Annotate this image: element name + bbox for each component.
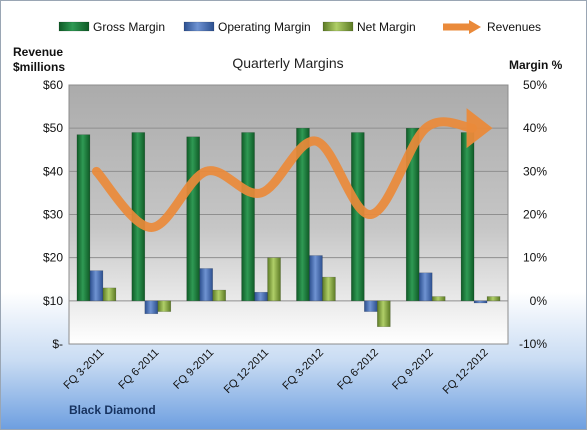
left-tick-label: $30 xyxy=(43,208,63,222)
operating-margin-bar xyxy=(200,268,213,300)
category-label: FQ 3-2012 xyxy=(280,347,326,393)
legend-label: Operating Margin xyxy=(218,20,311,34)
legend-label: Revenues xyxy=(487,20,541,34)
left-tick-label: $20 xyxy=(43,251,63,265)
operating-margin-bar xyxy=(309,256,322,301)
category-label: FQ 12-2012 xyxy=(441,347,491,397)
net-margin-bar xyxy=(268,258,281,301)
category-label: FQ 9-2012 xyxy=(390,347,436,393)
legend-swatch-arrow xyxy=(469,20,481,34)
net-margin-bar xyxy=(487,297,500,301)
left-axis-title: Revenue$millions xyxy=(13,45,65,74)
left-tick-label: $50 xyxy=(43,121,63,135)
legend-label: Gross Margin xyxy=(93,20,165,34)
left-axis-ticks: $- $10 $20 $30 $40 $50 $60 xyxy=(43,78,63,351)
legend: Gross Margin Operating Margin Net Margin Re… xyxy=(59,20,541,34)
gross-margin-bar xyxy=(77,135,90,301)
footer-label: Black Diamond xyxy=(69,403,156,417)
category-label: FQ 6-2012 xyxy=(335,347,381,393)
chart-title: Quarterly Margins xyxy=(232,55,343,71)
net-margin-bar xyxy=(322,277,335,301)
left-tick-label: $60 xyxy=(43,78,63,92)
operating-margin-bar xyxy=(474,301,487,303)
category-label: FQ 9-2011 xyxy=(171,347,216,392)
operating-margin-bar xyxy=(255,292,268,301)
net-margin-bar xyxy=(103,288,116,301)
right-tick-label: 40% xyxy=(523,121,547,135)
gross-margin-bar xyxy=(351,132,364,300)
category-label: FQ 6-2011 xyxy=(116,347,161,392)
operating-margin-bar xyxy=(364,301,377,312)
operating-margin-bar xyxy=(145,301,158,314)
right-tick-label: 10% xyxy=(523,251,547,265)
right-tick-label: -10% xyxy=(519,337,547,351)
gross-margin-bar xyxy=(187,137,200,301)
net-margin-bar xyxy=(432,297,445,301)
right-axis-title: Margin % xyxy=(509,58,563,72)
right-tick-label: 20% xyxy=(523,208,547,222)
net-margin-bar xyxy=(213,290,226,301)
legend-swatch xyxy=(59,22,89,31)
legend-swatch xyxy=(184,22,214,31)
operating-margin-bar xyxy=(90,271,103,301)
net-margin-bar xyxy=(377,301,390,327)
operating-margin-bar xyxy=(419,273,432,301)
gross-margin-bar xyxy=(461,132,474,300)
left-tick-label: $- xyxy=(52,337,63,351)
category-label: FQ 12-2011 xyxy=(222,347,271,396)
legend-swatch xyxy=(323,22,353,31)
right-tick-label: 50% xyxy=(523,78,547,92)
right-tick-label: 30% xyxy=(523,164,547,178)
right-axis-ticks: -10% 0% 10% 20% 30% 40% 50% xyxy=(519,78,547,351)
gross-margin-bar xyxy=(242,132,255,300)
left-tick-label: $10 xyxy=(43,294,63,308)
left-tick-label: $40 xyxy=(43,164,63,178)
net-margin-bar xyxy=(158,301,171,312)
legend-label: Net Margin xyxy=(357,20,416,34)
right-tick-label: 0% xyxy=(530,294,548,308)
category-label: FQ 3-2011 xyxy=(61,347,106,392)
